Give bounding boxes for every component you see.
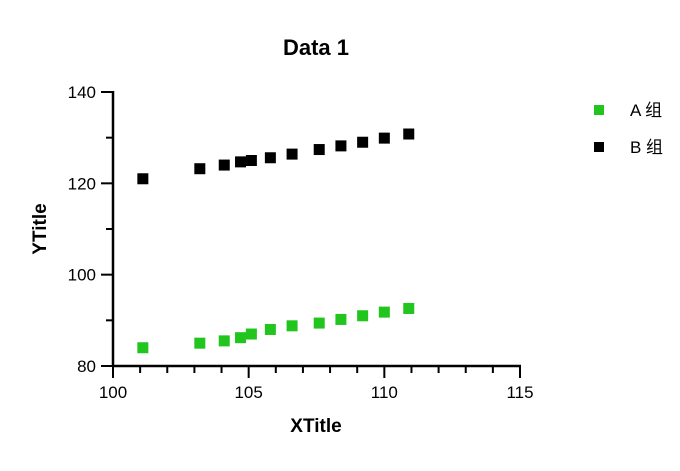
data-points [137,128,415,354]
series-b-point [378,132,390,144]
y-tick-label: 80 [77,357,96,376]
series-a-point [218,335,230,347]
y-tick-label: 140 [68,83,96,102]
x-tick-label: 110 [371,383,398,402]
y-tick-label: 120 [68,174,96,193]
series-a-point [286,320,298,332]
series-b-point [194,163,206,175]
x-tick-label: 100 [99,383,127,402]
series-b-point [218,159,230,171]
series-a-point [335,313,347,325]
x-tick-label: 115 [506,383,533,402]
series-a-point [235,332,247,344]
legend-marker-a [594,105,604,115]
series-b-point [235,156,247,168]
y-axis-label: YTitle [30,203,51,254]
legend-label-a: A 组 [630,101,662,120]
series-b-point [245,155,257,166]
series-b-point [335,140,347,152]
series-a-point [194,337,206,349]
series-a-point [245,328,257,340]
series-a-point [357,310,369,322]
series-b-point [264,152,276,164]
chart-title: Data 1 [283,35,349,60]
x-tick-label: 105 [234,383,262,402]
series-a-point [137,342,149,354]
series-b-point [286,148,298,160]
legend: A 组 B 组 [594,101,663,157]
legend-marker-b [594,142,604,152]
series-a-point [264,323,276,335]
x-axis-label: XTitle [290,416,341,437]
series-b-point [357,136,369,148]
series-a-point [403,302,415,314]
series-a-point [313,317,325,329]
series-b-point [313,144,325,156]
series-b-point [137,173,149,185]
legend-label-b: B 组 [630,138,663,157]
y-tick-label: 100 [68,266,96,285]
series-a-point [378,306,390,318]
series-b-point [403,128,415,140]
